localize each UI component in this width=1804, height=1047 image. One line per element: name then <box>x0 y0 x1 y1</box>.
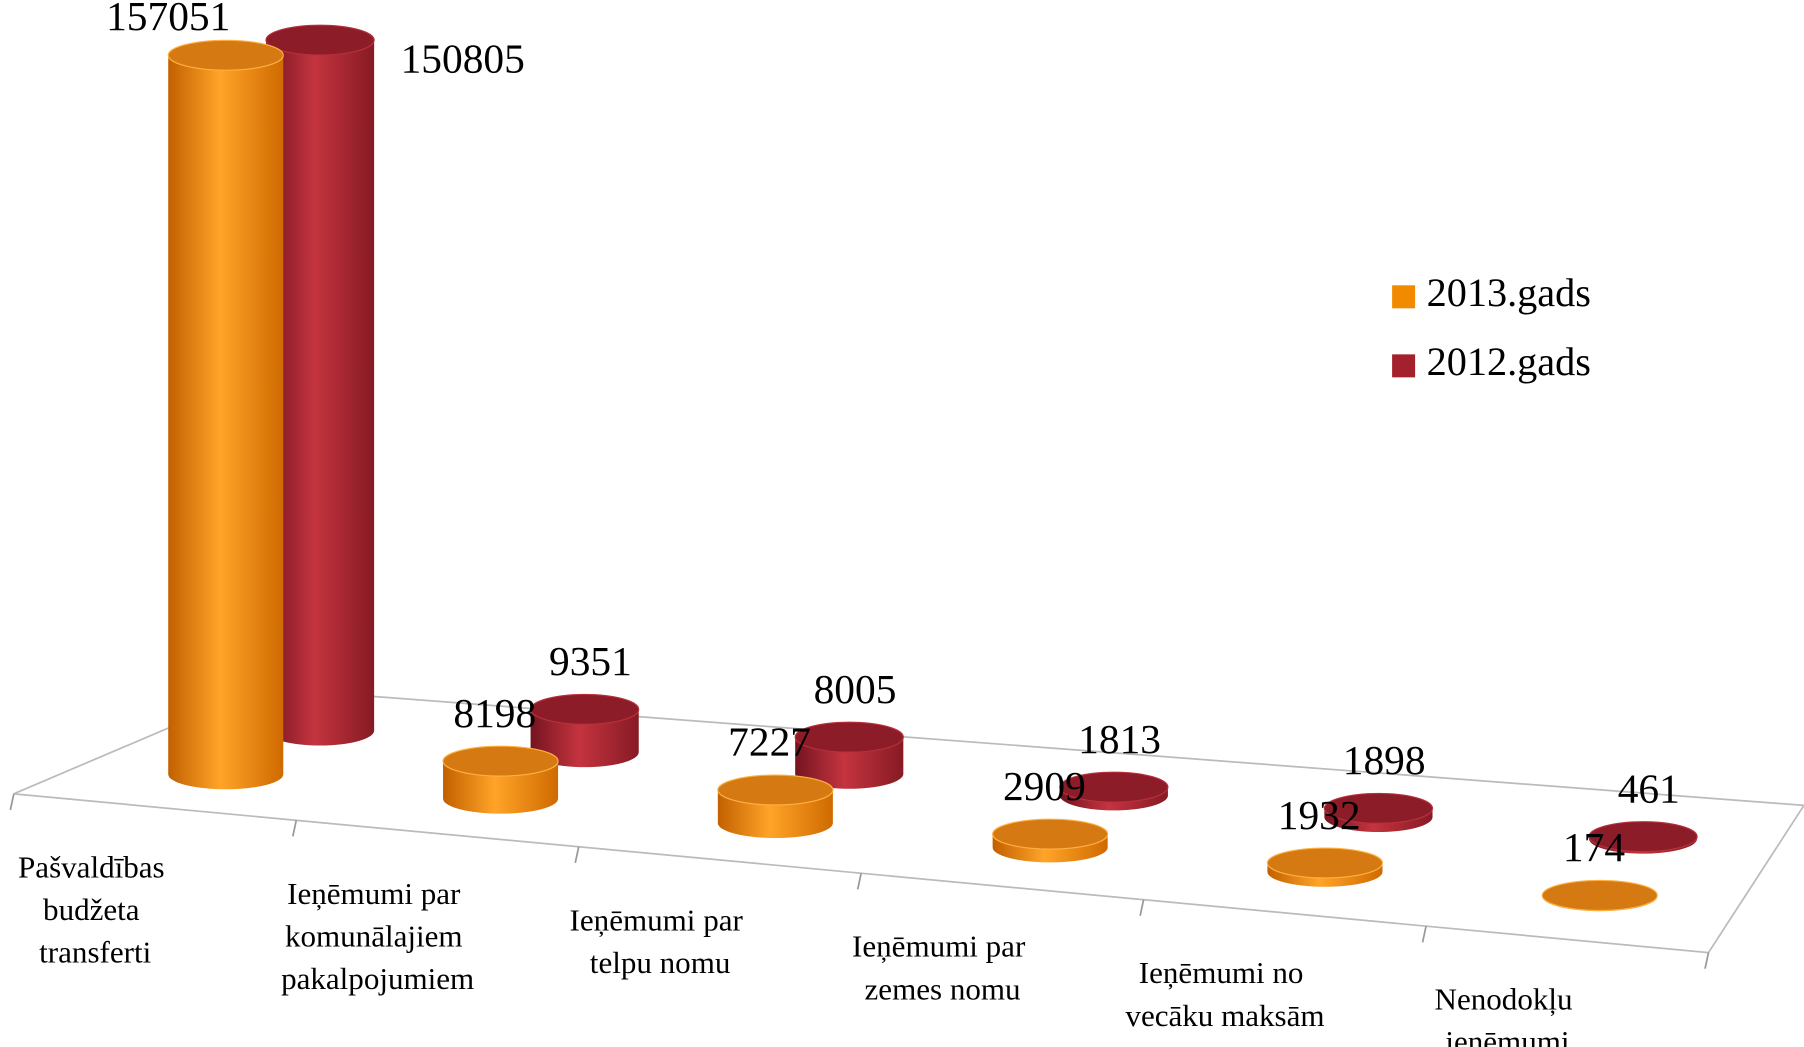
bar <box>530 709 639 768</box>
bar-top <box>794 721 904 753</box>
bar-top <box>717 774 834 806</box>
bar <box>265 40 375 746</box>
category-tick <box>856 873 862 890</box>
x-tick-label: Ieņēmumi no vecāku maksām <box>1125 955 1324 1033</box>
bar-top <box>1059 771 1169 803</box>
value-label: 8198 <box>453 690 536 736</box>
bar-top <box>442 745 559 777</box>
category-tick <box>1139 899 1145 916</box>
value-label: 174 <box>1563 824 1625 870</box>
value-label: 2909 <box>1003 763 1086 809</box>
x-tick-label: Pašvaldības budžeta transferti <box>18 849 172 969</box>
x-tick-label: Ieņēmumi par telpu nomu <box>570 902 751 980</box>
value-label: 150805 <box>401 36 525 82</box>
value-label: 157051 <box>106 0 230 39</box>
legend-swatch <box>1392 354 1416 378</box>
value-label: 1898 <box>1343 737 1426 783</box>
bar-top <box>1588 821 1698 853</box>
x-tick-label: Ieņēmumi par komunālajiem pakalpojumiem <box>281 876 474 996</box>
category-tick <box>1421 925 1427 943</box>
value-label: 9351 <box>549 638 632 684</box>
bar-top <box>1323 792 1434 824</box>
category-tick <box>9 793 15 811</box>
category-tick <box>291 820 298 837</box>
legend-label: 2013.gads <box>1427 270 1591 315</box>
bar-top <box>1266 847 1384 879</box>
bar-top <box>530 693 640 725</box>
value-label: 8005 <box>814 666 897 712</box>
value-label: 461 <box>1618 765 1680 811</box>
legend-swatch <box>1392 285 1416 309</box>
x-tick-label: Ieņēmumi par zemes nomu <box>852 929 1033 1007</box>
bar-top <box>992 818 1109 850</box>
value-label: 7227 <box>728 719 811 765</box>
legend-label: 2012.gads <box>1427 339 1591 384</box>
bar-top <box>167 39 284 71</box>
value-label: 1813 <box>1078 716 1161 762</box>
bar-top <box>265 24 375 56</box>
category-tick <box>1704 952 1710 969</box>
bar <box>168 55 284 790</box>
value-label: 1932 <box>1278 792 1361 838</box>
x-tick-label: Nenodokļu ieņēmumi <box>1435 982 1581 1047</box>
bar-top <box>1541 879 1658 911</box>
category-tick <box>574 846 580 864</box>
plot: Pašvaldības budžeta transferti Ieņēmumi p… <box>9 0 1804 1047</box>
